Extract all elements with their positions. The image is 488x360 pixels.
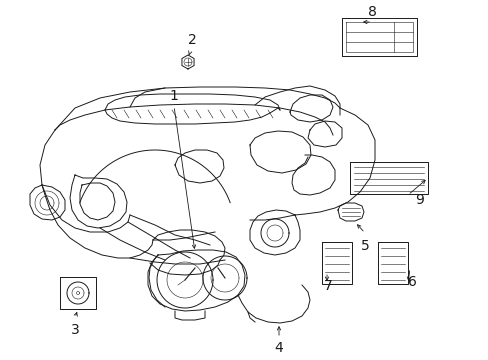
Text: 8: 8 bbox=[367, 5, 376, 19]
Text: 2: 2 bbox=[187, 33, 196, 47]
Text: 9: 9 bbox=[415, 193, 424, 207]
Text: 4: 4 bbox=[274, 341, 283, 355]
Text: 3: 3 bbox=[70, 323, 79, 337]
Text: 6: 6 bbox=[407, 275, 416, 289]
Text: 1: 1 bbox=[169, 89, 178, 103]
Text: 7: 7 bbox=[323, 279, 332, 293]
Text: 5: 5 bbox=[360, 239, 368, 253]
